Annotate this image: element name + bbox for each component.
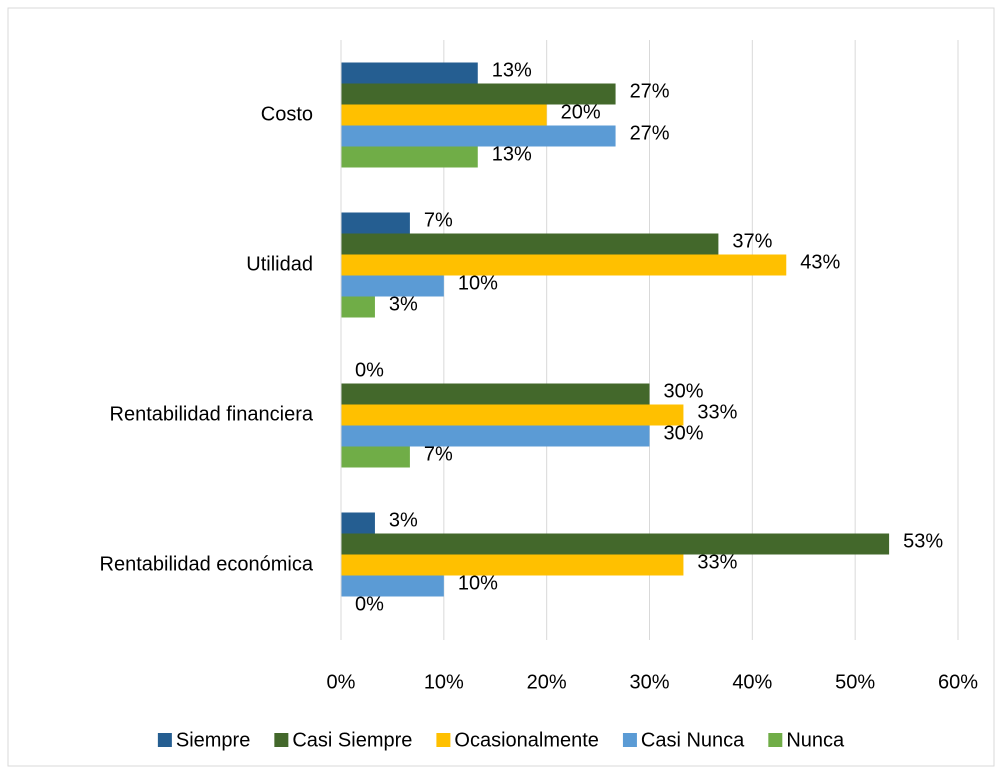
- data-label: 7%: [424, 443, 453, 465]
- data-label: 10%: [458, 572, 498, 594]
- data-label: 30%: [664, 422, 704, 444]
- legend-swatch: [768, 733, 783, 747]
- bar: [341, 554, 684, 576]
- bar: [341, 233, 719, 255]
- bar: [341, 425, 650, 447]
- bar: [341, 533, 890, 555]
- x-tick-label: 50%: [835, 671, 875, 693]
- bar: [341, 212, 410, 234]
- data-label: 3%: [389, 509, 418, 531]
- x-tick-label: 30%: [629, 671, 669, 693]
- bar: [341, 83, 616, 105]
- bar: [341, 275, 444, 297]
- data-label: 10%: [458, 272, 498, 294]
- bar: [341, 446, 410, 468]
- data-label: 30%: [664, 380, 704, 402]
- legend-swatch: [622, 733, 637, 747]
- category-label: Utilidad: [246, 253, 313, 275]
- category-label: Rentabilidad económica: [100, 553, 314, 575]
- data-label: 0%: [355, 593, 384, 615]
- bar: [341, 512, 375, 534]
- legend-label: Casi Siempre: [292, 729, 412, 751]
- bar: [341, 296, 375, 318]
- bar: [341, 254, 787, 276]
- bar: [341, 575, 444, 597]
- data-label: 20%: [561, 101, 601, 123]
- x-tick-label: 40%: [732, 671, 772, 693]
- legend-swatch: [274, 733, 289, 747]
- data-label: 27%: [630, 122, 670, 144]
- legend-label: Nunca: [786, 729, 845, 751]
- category-label: Rentabilidad financiera: [110, 403, 314, 425]
- data-label: 37%: [732, 230, 772, 252]
- data-label: 43%: [800, 251, 840, 273]
- data-label: 13%: [492, 143, 532, 165]
- data-label: 3%: [389, 293, 418, 315]
- legend-label: Siempre: [176, 729, 250, 751]
- x-tick-label: 10%: [424, 671, 464, 693]
- data-label: 33%: [697, 401, 737, 423]
- x-tick-label: 60%: [938, 671, 978, 693]
- x-tick-label: 20%: [527, 671, 567, 693]
- x-tick-label: 0%: [327, 671, 356, 693]
- data-label: 53%: [903, 530, 943, 552]
- data-label: 7%: [424, 209, 453, 231]
- bar: [341, 125, 616, 147]
- legend-label: Ocasionalmente: [454, 729, 599, 751]
- legend-swatch: [436, 733, 451, 747]
- legend-swatch: [157, 733, 172, 747]
- data-label: 33%: [697, 551, 737, 573]
- bar: [341, 104, 547, 126]
- bar: [341, 383, 650, 405]
- category-label: Costo: [261, 103, 313, 125]
- bar: [341, 62, 478, 84]
- data-label: 27%: [630, 80, 670, 102]
- bar: [341, 404, 684, 426]
- data-label: 0%: [355, 359, 384, 381]
- data-label: 13%: [492, 59, 532, 81]
- bar: [341, 146, 478, 168]
- legend-label: Casi Nunca: [641, 729, 745, 751]
